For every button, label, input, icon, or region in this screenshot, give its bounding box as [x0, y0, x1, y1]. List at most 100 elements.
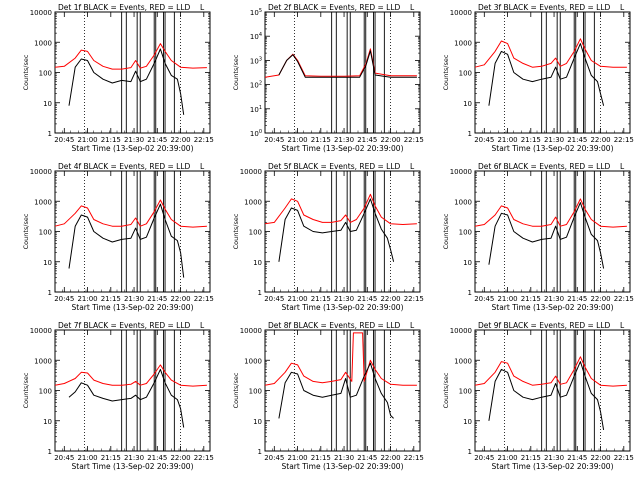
corner-tag: L — [200, 321, 205, 330]
y-tick-label: 10 — [463, 418, 472, 426]
x-tick-label: 22:15 — [614, 454, 634, 462]
corner-tag: L — [200, 3, 205, 12]
x-tick-label: 21:45 — [357, 295, 377, 303]
detector-panel: Det 4f BLACK = Events, RED = LLD L 1 10 100 1… — [22, 162, 214, 312]
y-tick-label: 10000 — [240, 327, 262, 335]
x-tick-label: 22:15 — [194, 454, 214, 462]
x-tick-label: 22:00 — [590, 136, 610, 144]
y-tick-label: 100 — [459, 229, 472, 237]
corner-tag: L — [620, 162, 625, 171]
y-tick-label: 1 — [48, 289, 52, 297]
x-tick-label: 21:15 — [311, 295, 331, 303]
x-tick-label: 20:45 — [54, 136, 74, 144]
x-tick-label: 21:00 — [497, 295, 517, 303]
y-tick-label: 1000 — [34, 39, 52, 47]
x-tick-label: 22:00 — [170, 295, 190, 303]
y-tick-label: 1000 — [34, 357, 52, 365]
x-tick-label: 21:45 — [567, 136, 587, 144]
y-tick-label: 101 — [250, 105, 262, 114]
x-tick-label: 21:00 — [287, 295, 307, 303]
y-tick-label: 102 — [250, 81, 262, 90]
y-tick-label: 100 — [249, 229, 262, 237]
y-axis-label: Counts/sec — [442, 213, 450, 249]
detector-panel: Det 3f BLACK = Events, RED = LLD L 1 10 100 1… — [442, 3, 634, 153]
x-tick-label: 20:45 — [474, 454, 494, 462]
x-tick-label: 21:45 — [147, 136, 167, 144]
y-tick-label: 10 — [43, 100, 52, 108]
event-rate-series — [488, 361, 605, 430]
event-rate-series — [68, 203, 185, 278]
x-tick-label: 21:45 — [147, 295, 167, 303]
y-tick-label: 1 — [258, 289, 262, 297]
x-tick-label: 21:30 — [124, 136, 144, 144]
y-tick-label: 10000 — [450, 168, 472, 176]
panel-title: Det 2f BLACK = Events, RED = LLD — [268, 3, 401, 12]
y-axis-label: Counts/sec — [232, 54, 240, 90]
y-tick-label: 10000 — [450, 327, 472, 335]
x-tick-label: 22:15 — [404, 454, 424, 462]
x-tick-label: 22:15 — [404, 136, 424, 144]
x-tick-label: 20:45 — [474, 136, 494, 144]
x-tick-label: 21:15 — [521, 454, 541, 462]
y-tick-label: 10000 — [30, 168, 52, 176]
panel-title: Det 1f BLACK = Events, RED = LLD — [58, 3, 191, 12]
x-tick-label: 21:45 — [357, 454, 377, 462]
x-tick-label: 20:45 — [264, 454, 284, 462]
lld-rate-series — [264, 48, 417, 78]
y-axis-label: Counts/sec — [22, 54, 30, 90]
panel-title: Det 9f BLACK = Events, RED = LLD — [478, 321, 611, 330]
y-tick-label: 103 — [250, 56, 262, 65]
x-tick-label: 21:00 — [287, 454, 307, 462]
plot-frame — [264, 170, 421, 293]
y-tick-label: 100 — [249, 388, 262, 396]
y-axis-label: Counts/sec — [232, 372, 240, 408]
event-rate-series — [68, 48, 185, 115]
y-tick-label: 1000 — [454, 357, 472, 365]
x-tick-label: 21:30 — [124, 454, 144, 462]
detector-panel: Det 6f BLACK = Events, RED = LLD L 1 10 100 1… — [442, 162, 634, 312]
y-tick-label: 100 — [250, 129, 262, 138]
x-tick-label: 21:15 — [521, 136, 541, 144]
lld-rate-series — [54, 43, 207, 70]
x-tick-label: 22:15 — [194, 136, 214, 144]
y-tick-label: 1 — [48, 448, 52, 456]
x-tick-label: 21:00 — [497, 136, 517, 144]
panel-title: Det 7f BLACK = Events, RED = LLD — [58, 321, 191, 330]
x-axis-label: Start Time (13-Sep-02 20:39:00) — [492, 462, 614, 471]
x-tick-label: 22:15 — [614, 136, 634, 144]
detector-panel: Det 5f BLACK = Events, RED = LLD L 1 10 100 1… — [232, 162, 424, 312]
x-axis-label: Start Time (13-Sep-02 20:39:00) — [72, 144, 194, 153]
x-axis-label: Start Time (13-Sep-02 20:39:00) — [72, 303, 194, 312]
panel-title: Det 4f BLACK = Events, RED = LLD — [58, 162, 191, 171]
y-tick-label: 100 — [459, 388, 472, 396]
x-tick-label: 21:15 — [311, 136, 331, 144]
panel-title: Det 8f BLACK = Events, RED = LLD — [268, 321, 401, 330]
x-tick-label: 22:15 — [194, 295, 214, 303]
x-axis-label: Start Time (13-Sep-02 20:39:00) — [282, 144, 404, 153]
y-tick-label: 100 — [459, 70, 472, 78]
y-tick-label: 105 — [250, 8, 262, 17]
y-tick-label: 1 — [468, 448, 472, 456]
detector-panel: Det 7f BLACK = Events, RED = LLD L 1 10 100 1… — [22, 321, 214, 471]
y-tick-label: 10 — [43, 259, 52, 267]
x-tick-label: 21:00 — [77, 136, 97, 144]
y-tick-label: 100 — [39, 229, 52, 237]
plot-frame — [54, 170, 211, 293]
x-tick-label: 22:00 — [380, 136, 400, 144]
x-tick-label: 20:45 — [264, 295, 284, 303]
x-tick-label: 21:30 — [334, 136, 354, 144]
x-tick-label: 21:30 — [544, 295, 564, 303]
x-tick-label: 21:30 — [124, 295, 144, 303]
x-tick-label: 21:30 — [544, 454, 564, 462]
y-tick-label: 10000 — [30, 9, 52, 17]
y-axis-label: Counts/sec — [232, 213, 240, 249]
x-axis-label: Start Time (13-Sep-02 20:39:00) — [492, 303, 614, 312]
x-axis-label: Start Time (13-Sep-02 20:39:00) — [72, 462, 194, 471]
x-tick-label: 21:15 — [101, 136, 121, 144]
plot-frame — [264, 11, 421, 134]
x-tick-label: 21:00 — [77, 295, 97, 303]
x-tick-label: 21:45 — [567, 454, 587, 462]
y-tick-label: 10 — [463, 100, 472, 108]
y-tick-label: 10 — [43, 418, 52, 426]
